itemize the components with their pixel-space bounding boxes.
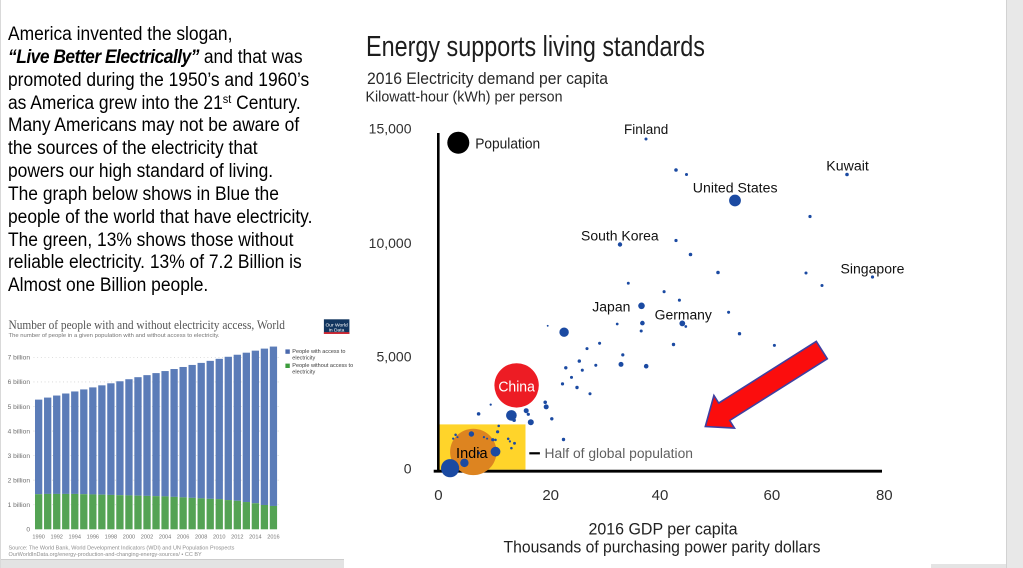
svg-text:in Data: in Data	[329, 328, 345, 334]
svg-text:Japan: Japan	[592, 300, 630, 315]
svg-text:4 billion: 4 billion	[8, 428, 31, 435]
svg-text:Our World: Our World	[325, 322, 347, 328]
svg-text:2006: 2006	[177, 535, 189, 541]
svg-text:2016: 2016	[267, 535, 279, 541]
svg-text:6 billion: 6 billion	[8, 379, 31, 386]
svg-text:0: 0	[26, 527, 30, 534]
svg-text:People with access to: People with access to	[292, 349, 345, 355]
svg-text:20: 20	[542, 487, 559, 504]
svg-text:electricity: electricity	[292, 370, 315, 376]
svg-text:15,000: 15,000	[369, 121, 412, 137]
svg-text:2000: 2000	[123, 535, 135, 541]
svg-text:Kilowatt-hour (kWh) per person: Kilowatt-hour (kWh) per person	[366, 89, 563, 106]
svg-text:Population: Population	[475, 137, 540, 153]
svg-text:2010: 2010	[213, 535, 225, 541]
svg-text:1996: 1996	[87, 535, 99, 541]
svg-text:2002: 2002	[141, 535, 153, 541]
svg-text:Finland: Finland	[624, 122, 668, 137]
svg-text:Source: The World Bank, World: Source: The World Bank, World Developmen…	[9, 546, 235, 552]
svg-text:5 billion: 5 billion	[8, 404, 31, 411]
svg-text:Germany: Germany	[655, 308, 712, 323]
svg-text:1992: 1992	[50, 535, 62, 541]
svg-text:2014: 2014	[249, 535, 261, 541]
svg-text:OurWorldInData.org/energy-prod: OurWorldInData.org/energy-production-and…	[9, 552, 203, 558]
svg-text:South Korea: South Korea	[581, 229, 659, 244]
svg-text:2016 Electricity demand per ca: 2016 Electricity demand per capita	[367, 70, 609, 88]
svg-text:3 billion: 3 billion	[8, 453, 31, 460]
svg-text:5,000: 5,000	[376, 349, 411, 365]
svg-text:Energy supports living standar: Energy supports living standards	[366, 31, 705, 63]
svg-text:2016 GDP per capita: 2016 GDP per capita	[589, 521, 739, 539]
svg-text:Kuwait: Kuwait	[826, 158, 869, 173]
svg-text:Number of people with and with: Number of people with and without electr…	[9, 317, 286, 332]
svg-text:2004: 2004	[159, 535, 171, 541]
svg-text:80: 80	[876, 487, 893, 504]
svg-text:2 billion: 2 billion	[8, 477, 31, 484]
svg-text:People without access to: People without access to	[292, 363, 353, 369]
svg-text:10,000: 10,000	[369, 235, 412, 251]
svg-text:7 billion: 7 billion	[8, 355, 31, 362]
svg-text:1998: 1998	[105, 535, 117, 541]
svg-text:China: China	[498, 379, 535, 396]
svg-text:electricity: electricity	[292, 355, 315, 361]
svg-text:The number of people in a give: The number of people in a given populati…	[9, 333, 220, 339]
svg-text:1 billion: 1 billion	[8, 502, 31, 509]
svg-text:0: 0	[434, 487, 442, 504]
svg-text:2008: 2008	[195, 535, 207, 541]
svg-text:United States: United States	[693, 181, 778, 196]
svg-text:Half of global population: Half of global population	[545, 446, 694, 461]
svg-text:1990: 1990	[32, 535, 44, 541]
svg-text:2012: 2012	[231, 535, 243, 541]
svg-text:Thousands of purchasing power: Thousands of purchasing power parity dol…	[504, 539, 821, 557]
svg-text:1994: 1994	[69, 535, 81, 541]
svg-text:0: 0	[404, 461, 412, 477]
svg-text:60: 60	[764, 487, 781, 504]
svg-text:India: India	[456, 445, 488, 462]
svg-text:Singapore: Singapore	[841, 261, 905, 276]
svg-text:40: 40	[652, 487, 669, 504]
